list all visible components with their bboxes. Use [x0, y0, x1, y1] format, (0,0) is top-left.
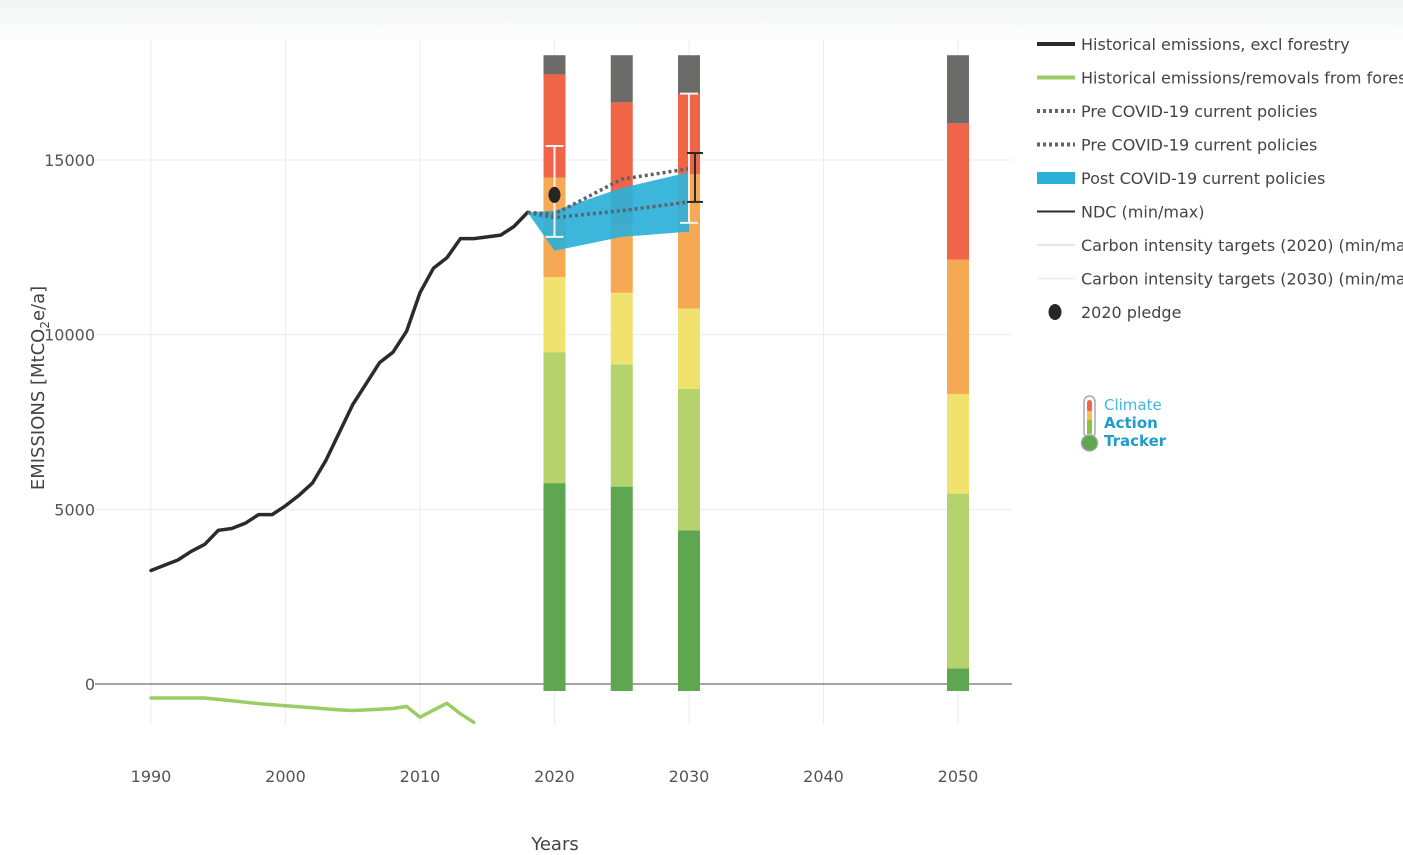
rating-bar-segment: [610, 292, 633, 365]
post-covid-band: [527, 172, 689, 251]
y-tick-label: 0: [85, 675, 95, 694]
rating-bar-segment: [610, 364, 633, 487]
x-tick-label: 2030: [669, 767, 710, 786]
x-tick-label: 2000: [265, 767, 306, 786]
rating-bar-segment: [610, 486, 633, 691]
y-tick-label: 5000: [54, 500, 95, 519]
legend-item-label: Carbon intensity targets (2020) (min/max…: [1081, 236, 1403, 255]
x-tick-label: 2040: [803, 767, 844, 786]
rating-bar-segment: [947, 493, 969, 669]
thermometer-icon-red: [1087, 400, 1092, 412]
legend-item-label: Pre COVID-19 current policies: [1081, 136, 1317, 155]
thermometer-icon-yellow: [1087, 411, 1092, 421]
series-lines: [149, 92, 703, 725]
logo-text-climate: Climate: [1104, 396, 1162, 414]
climate-action-tracker-logo: Climate Action Tracker: [1080, 395, 1167, 452]
pledge-2020-point: [548, 186, 561, 203]
rating-bar-segment: [543, 352, 566, 484]
legend-band-icon: [1037, 172, 1075, 184]
x-axis-title: Years: [530, 834, 579, 855]
header-band: [0, 0, 1403, 46]
rating-bar-segment: [543, 483, 566, 691]
axis-ticks: 1990 2000 2010 2020 2030 2040 2050 0 5000 10000 15…: [44, 151, 978, 786]
rating-bars: [543, 55, 969, 691]
rating-bar-segment: [947, 123, 969, 260]
rating-bar-segment: [543, 55, 566, 75]
x-tick-label: 2010: [400, 767, 441, 786]
rating-bar-segment: [947, 259, 969, 395]
thermometer-icon-green: [1087, 420, 1092, 434]
rating-bar-segment: [543, 74, 566, 178]
forestry-line: [149, 696, 476, 725]
rating-bar-segment: [947, 394, 969, 494]
rating-bar-segment: [678, 530, 700, 691]
rating-bar-segment: [678, 55, 700, 94]
historical-emissions-line: [149, 210, 530, 573]
pre-covid-line-2: [527, 200, 690, 220]
x-tick-label: 2020: [534, 767, 575, 786]
legend-item-label: 2020 pledge: [1081, 303, 1181, 322]
legend-item-label: NDC (min/max): [1081, 203, 1204, 222]
rating-bar-segment: [678, 388, 700, 531]
legend-item-label: Post COVID-19 current policies: [1081, 169, 1325, 188]
legend-dot-icon: [1048, 304, 1062, 320]
legend-item-label: Pre COVID-19 current policies: [1081, 102, 1317, 121]
rating-bar-segment: [947, 668, 969, 691]
logo-text-action: Action: [1104, 414, 1158, 432]
rating-bar-segment: [543, 277, 566, 353]
rating-bar-segment: [610, 222, 633, 293]
rating-bar-segment: [678, 308, 700, 389]
legend-item-label: Historical emissions/removals from fores…: [1081, 69, 1403, 88]
x-tick-label: 1990: [131, 767, 172, 786]
legend-item-label: Historical emissions, excl forestry: [1081, 35, 1350, 54]
legend: Historical emissions, excl forestry Histo…: [1037, 35, 1403, 322]
rating-bar-segment: [610, 55, 633, 103]
y-axis-title: EMISSIONS [MtCO2e/a]: [28, 286, 52, 490]
legend-item-label: Carbon intensity targets (2030) (min/max…: [1081, 270, 1403, 289]
thermometer-bulb-icon: [1080, 434, 1099, 452]
rating-bar-segment: [947, 55, 969, 124]
y-tick-label: 15000: [44, 151, 95, 170]
y-tick-label: 10000: [44, 326, 95, 345]
logo-text-tracker: Tracker: [1104, 432, 1167, 450]
x-tick-label: 2050: [938, 767, 979, 786]
